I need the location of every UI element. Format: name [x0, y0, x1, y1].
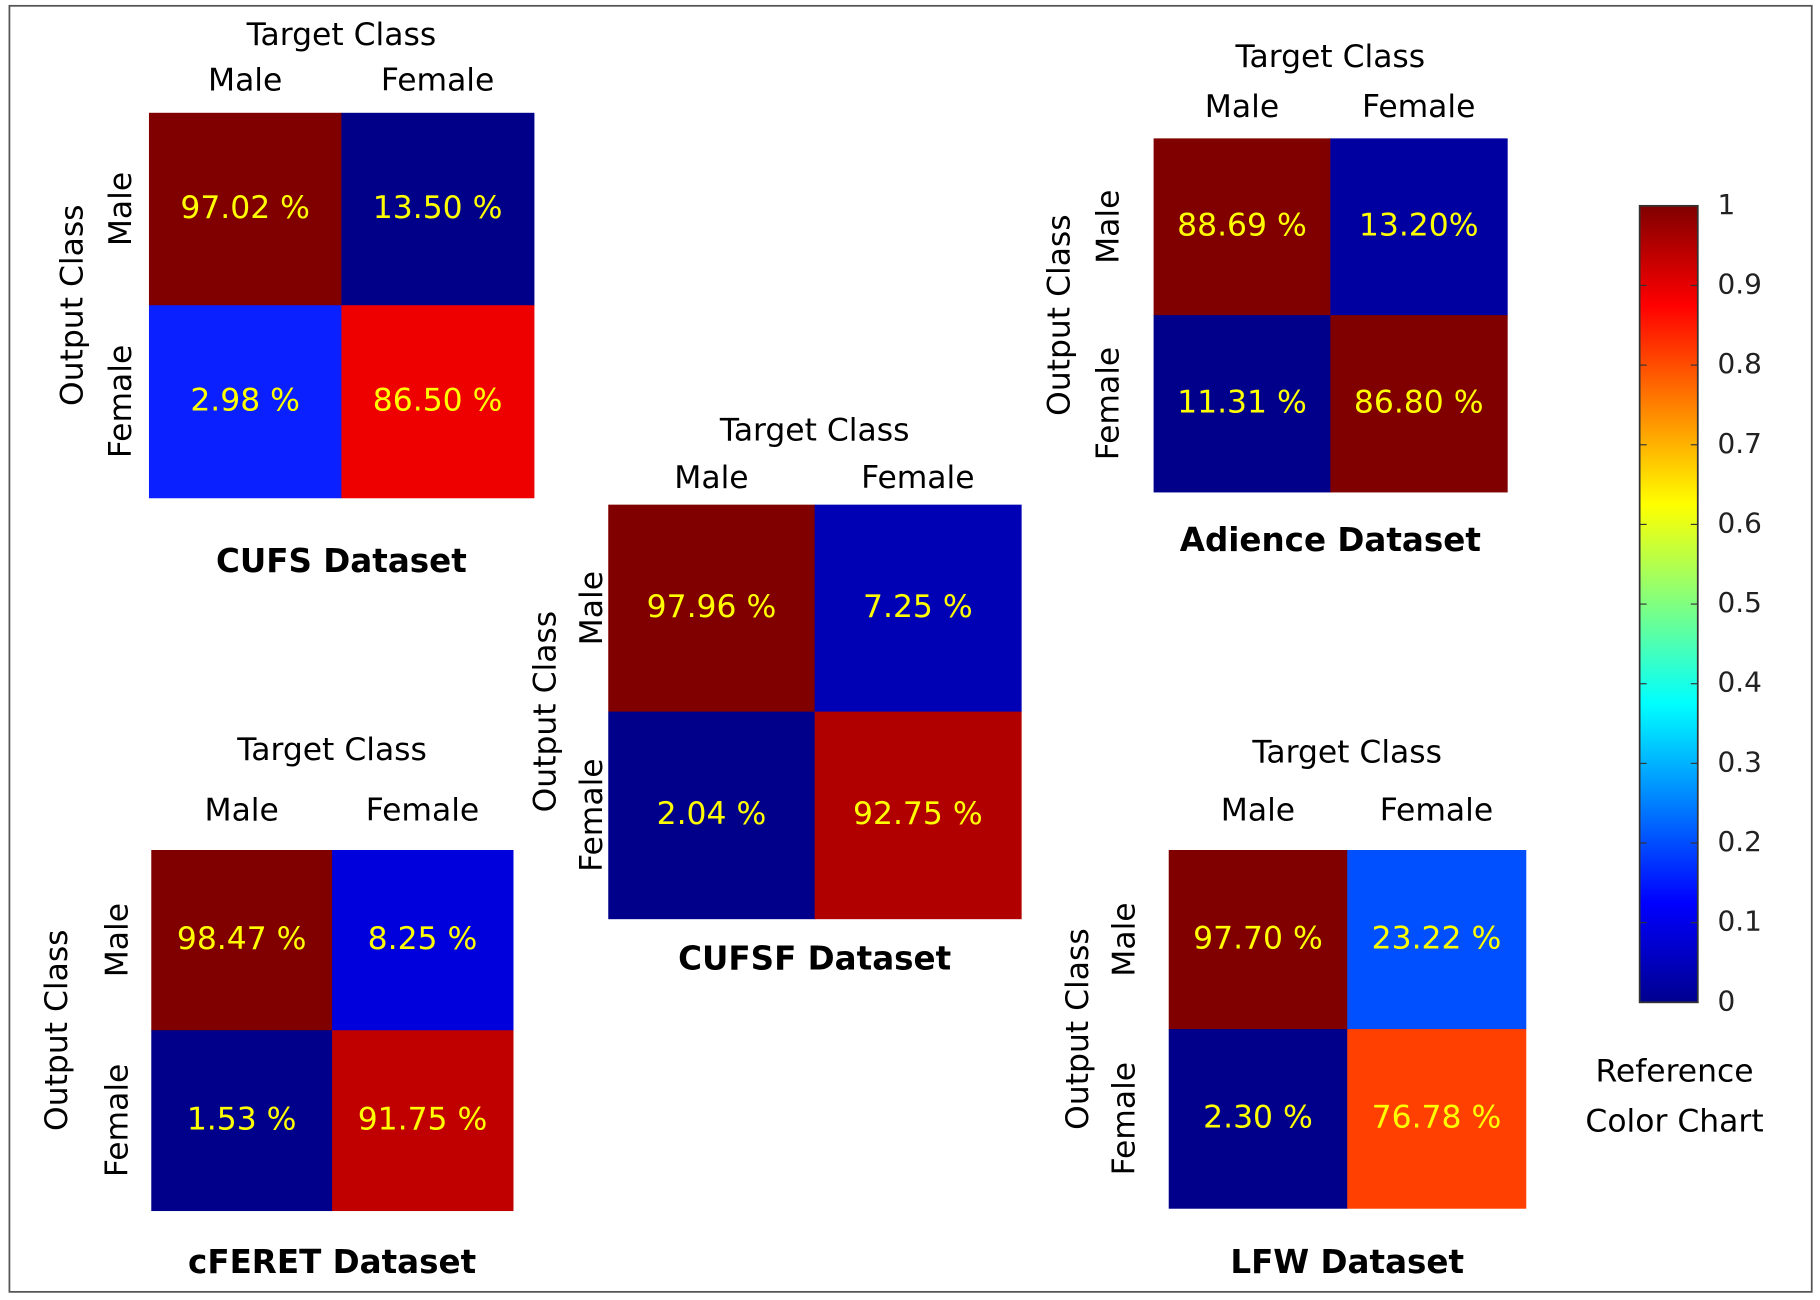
chart-title: CUFSF Dataset — [678, 939, 951, 977]
cell-value-label: 2.98 % — [190, 382, 300, 418]
x-tick-label: Female — [861, 460, 974, 496]
y-axis-label: Output Class — [54, 204, 90, 406]
heatmap-cell — [151, 850, 333, 1031]
heatmap-cell — [1330, 315, 1508, 493]
heatmap-cell — [1347, 850, 1527, 1030]
chart-title: Adience Dataset — [1180, 521, 1481, 559]
cell-value-label: 98.47 % — [177, 921, 307, 957]
cell-value-label: 7.25 % — [863, 589, 973, 625]
cell-value-label: 2.30 % — [1203, 1100, 1313, 1136]
chart-title: CUFS Dataset — [216, 542, 467, 580]
cell-value-label: 2.04 % — [657, 796, 767, 832]
cell-value-label: 8.25 % — [368, 921, 478, 957]
cell-value-label: 1.53 % — [187, 1101, 297, 1137]
y-tick-label: Male — [1090, 190, 1126, 264]
cell-value-label: 86.80 % — [1354, 384, 1484, 420]
colorbar-tick-label: 0.5 — [1718, 586, 1762, 619]
heatmap-cell — [341, 112, 535, 306]
cell-value-label: 13.50 % — [373, 190, 503, 226]
y-tick-label: Male — [1107, 902, 1143, 976]
cell-value-label: 91.75 % — [358, 1101, 488, 1137]
heatmap-cell — [148, 112, 342, 306]
y-tick-label: Male — [103, 172, 139, 246]
y-tick-label: Female — [1107, 1062, 1143, 1175]
heatmap-cell — [341, 305, 535, 499]
heatmap-cell — [814, 504, 1022, 713]
y-axis-label: Output Class — [39, 929, 75, 1131]
heatmap-cell — [1347, 1029, 1527, 1209]
heatmap-cell — [1330, 138, 1508, 316]
cell-value-label: 97.02 % — [180, 190, 310, 226]
cell-value-label: 97.96 % — [647, 589, 777, 625]
colorbar-tick-label: 0.3 — [1718, 745, 1762, 778]
colorbar-tick-label: 0.2 — [1718, 825, 1762, 858]
x-axis-label: Target Class — [719, 412, 910, 448]
x-tick-label: Female — [1380, 793, 1493, 829]
heatmap-cell — [332, 1030, 514, 1212]
y-axis-label: Output Class — [1042, 214, 1078, 416]
y-tick-label: Female — [103, 345, 139, 458]
cell-value-label: 23.22 % — [1372, 921, 1502, 957]
heatmap-cell — [1153, 315, 1331, 493]
x-axis-label: Target Class — [1235, 39, 1426, 75]
colorbar-tick-label: 0.9 — [1718, 267, 1762, 300]
colorbar-tick-label: 0 — [1718, 984, 1736, 1017]
cell-value-label: 76.78 % — [1372, 1100, 1502, 1136]
colorbar-tick-label: 1 — [1718, 188, 1736, 221]
colorbar-tick-label: 0.6 — [1718, 506, 1762, 539]
colorbar-label-box: Reference Color Chart — [1585, 1053, 1764, 1140]
x-tick-label: Male — [208, 62, 282, 98]
x-axis-label: Target Class — [1251, 734, 1442, 770]
heatmap-cell — [1168, 1029, 1348, 1209]
heatmap-cell — [148, 305, 342, 499]
x-tick-label: Female — [1362, 89, 1475, 125]
heatmap-cell — [608, 711, 816, 920]
x-tick-label: Male — [205, 793, 279, 829]
y-tick-label: Female — [1090, 347, 1126, 460]
heatmap-cell — [1153, 138, 1331, 316]
colorbar-tick-label: 0.4 — [1718, 666, 1762, 699]
x-tick-label: Female — [366, 793, 479, 829]
heatmap-cell — [332, 850, 514, 1031]
y-tick-label: Male — [100, 903, 136, 977]
chart-title: LFW Dataset — [1230, 1243, 1464, 1281]
x-axis-label: Target Class — [236, 732, 427, 768]
x-tick-label: Female — [381, 62, 494, 98]
x-tick-label: Male — [1221, 793, 1295, 829]
x-axis-label: Target Class — [246, 17, 437, 53]
cell-value-label: 13.20% — [1359, 208, 1479, 244]
heatmap-cell — [608, 504, 816, 713]
cell-value-label: 88.69 % — [1177, 208, 1307, 244]
y-axis-label: Output Class — [1060, 928, 1096, 1130]
colorbar-tick-label: 0.7 — [1718, 427, 1762, 460]
cell-value-label: 11.31 % — [1177, 384, 1307, 420]
y-tick-label: Female — [574, 758, 610, 871]
y-axis-label: Output Class — [528, 611, 564, 813]
heatmap-cell — [1168, 850, 1348, 1030]
heatmap-cell — [151, 1030, 333, 1212]
colorbar — [1638, 204, 1699, 1004]
cell-value-label: 92.75 % — [853, 796, 983, 832]
chart-title: cFERET Dataset — [188, 1243, 476, 1281]
x-tick-label: Male — [674, 460, 748, 496]
y-tick-label: Male — [574, 571, 610, 645]
colorbar-label: Reference Color Chart — [1585, 1053, 1764, 1140]
cell-value-label: 97.70 % — [1193, 921, 1323, 957]
colorbar-tick-label: 0.1 — [1718, 905, 1762, 938]
colorbar-tick-label: 0.8 — [1718, 347, 1762, 380]
x-tick-label: Male — [1205, 89, 1279, 125]
heatmap-cell — [814, 711, 1022, 920]
y-tick-label: Female — [100, 1064, 136, 1177]
cell-value-label: 86.50 % — [373, 382, 503, 418]
